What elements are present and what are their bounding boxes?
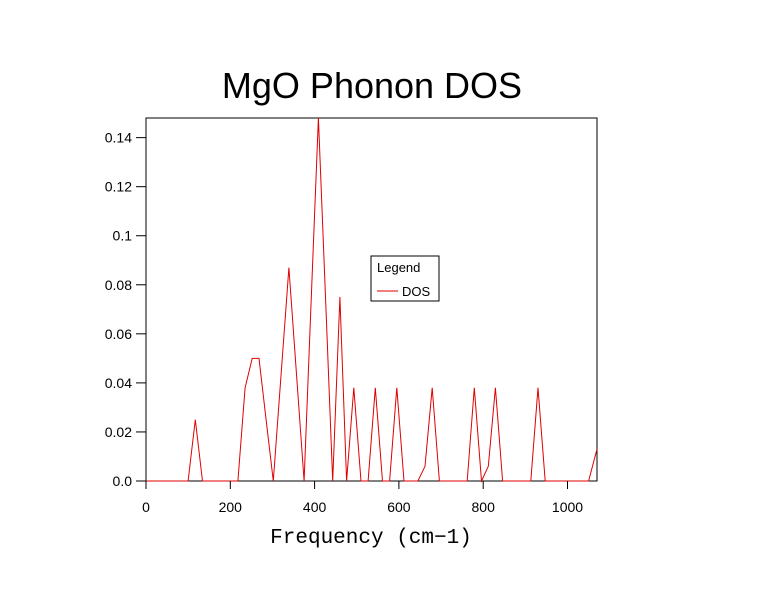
plot-frame xyxy=(145,117,598,482)
y-tick-label: 0.06 xyxy=(105,326,132,342)
x-tick-label: 0 xyxy=(142,499,150,515)
y-tick-label: 0.1 xyxy=(113,228,133,244)
y-tick-label: 0.0 xyxy=(113,473,133,489)
x-tick-label: 600 xyxy=(387,499,411,515)
x-tick-label: 800 xyxy=(472,499,496,515)
y-tick-label: 0.04 xyxy=(105,375,132,391)
legend: Legend DOS xyxy=(370,255,440,302)
x-tick-label: 400 xyxy=(303,499,327,515)
x-tick-label: 1000 xyxy=(552,499,583,515)
chart-title: MgO Phonon DOS xyxy=(222,65,522,106)
x-axis: 0 200 400 600 800 1000 xyxy=(142,481,583,515)
series-layer xyxy=(146,117,598,483)
legend-label-dos: DOS xyxy=(402,284,431,299)
y-tick-label: 0.08 xyxy=(105,277,132,293)
legend-box xyxy=(370,255,440,302)
y-axis: 0.0 0.02 0.04 0.06 0.08 0.1 0.12 0.14 xyxy=(105,130,146,489)
y-tick-label: 0.14 xyxy=(105,130,132,146)
legend-title: Legend xyxy=(377,260,420,275)
x-tick-label: 200 xyxy=(219,499,243,515)
series-line-0 xyxy=(146,117,598,483)
y-tick-label: 0.02 xyxy=(105,424,132,440)
x-axis-label: Frequency (cm−1) xyxy=(270,527,472,550)
y-tick-label: 0.12 xyxy=(105,179,132,195)
plot-area xyxy=(145,117,598,483)
